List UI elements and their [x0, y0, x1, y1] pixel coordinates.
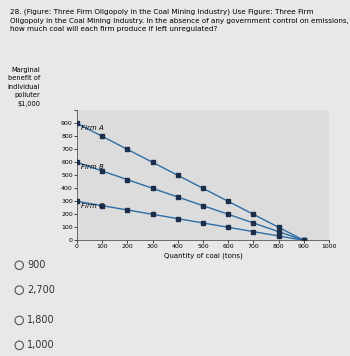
Text: 2,700: 2,700	[27, 285, 55, 295]
Text: Marginal
benefit of
individual
polluter
$1,000: Marginal benefit of individual polluter …	[8, 67, 40, 107]
Text: Firm B: Firm B	[81, 164, 104, 170]
Text: Firm A: Firm A	[81, 125, 104, 131]
Text: Firm C: Firm C	[81, 203, 104, 209]
Text: 1,800: 1,800	[27, 315, 55, 325]
Text: 1,000: 1,000	[27, 340, 55, 350]
Text: 900: 900	[27, 260, 46, 270]
X-axis label: Quantity of coal (tons): Quantity of coal (tons)	[164, 252, 242, 259]
Text: 28. (Figure: Three Firm Oligopoly in the Coal Mining Industry) Use Figure: Three: 28. (Figure: Three Firm Oligopoly in the…	[10, 9, 349, 32]
